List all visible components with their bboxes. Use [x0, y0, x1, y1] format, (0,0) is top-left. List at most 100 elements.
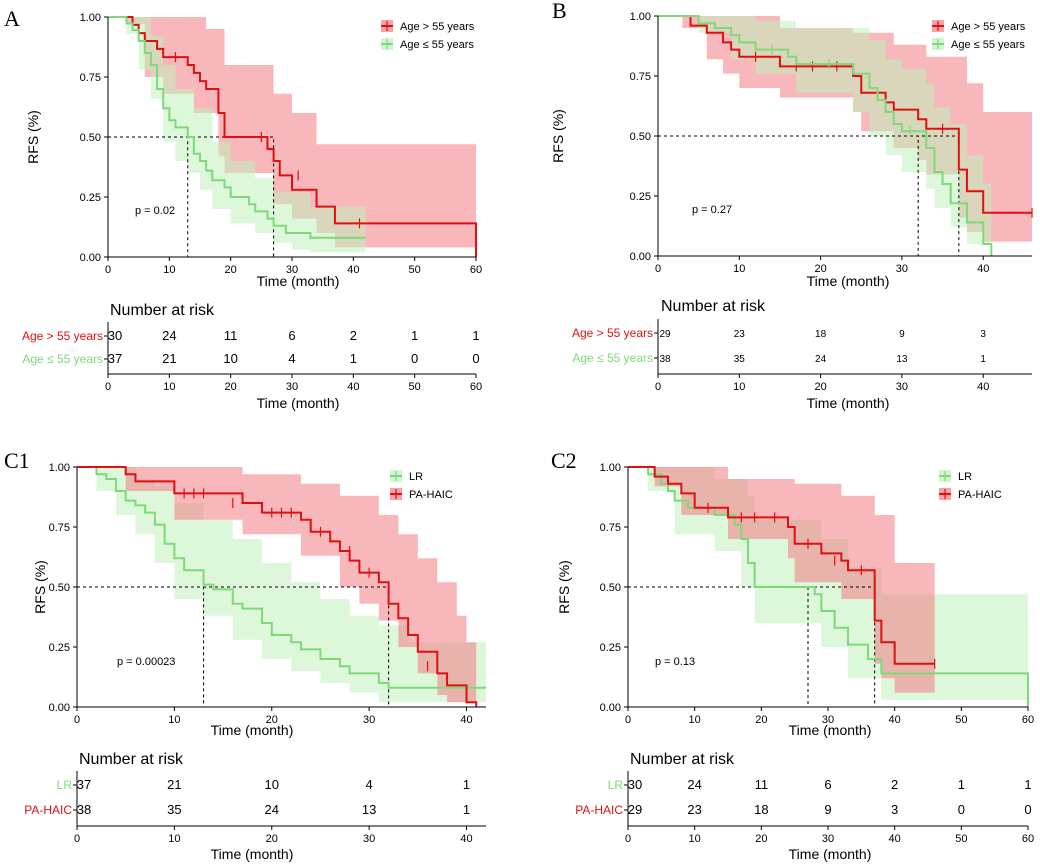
y-tick-label: 0.00: [630, 251, 651, 263]
x-tick-label: 40: [347, 264, 359, 276]
survival-curve-green: [658, 15, 993, 256]
risk-count: 23: [687, 802, 701, 817]
risk-count: 2: [350, 328, 357, 343]
x-tick-label: 40: [977, 263, 989, 275]
ci-band-a: [658, 16, 1032, 242]
risk-count: 1: [463, 777, 470, 792]
risk-table-axes: [76, 771, 486, 827]
x-tick-label: 30: [286, 264, 298, 276]
y-axis-label: RFS (%): [556, 560, 572, 614]
risk-count: 1: [411, 328, 418, 343]
risk-row-label: PA-HAIC: [575, 803, 623, 817]
risk-count: 9: [824, 802, 831, 817]
x-tick-label: 30: [822, 714, 834, 726]
y-tick-label: 0.75: [80, 72, 101, 84]
p-value: p = 0.00023: [117, 656, 175, 668]
risk-count: 3: [980, 329, 986, 340]
p-value: p = 0.13: [655, 656, 695, 668]
risk-x-tick-label: 20: [225, 381, 237, 393]
risk-count: 24: [815, 354, 827, 365]
risk-x-tick-label: 60: [470, 381, 482, 393]
x-tick-label: 60: [470, 264, 482, 276]
y-axis-label: RFS (%): [550, 109, 566, 163]
risk-row-label: Age ≤ 55 years: [572, 351, 653, 365]
x-tick-label: 30: [363, 714, 375, 726]
risk-row-label: PA-HAIC: [24, 803, 72, 817]
legend-label: Age > 55 years: [400, 21, 475, 33]
y-tick-label: 0.25: [49, 642, 70, 654]
x-axis-label: Time (month): [211, 722, 294, 738]
x-tick-label: 0: [74, 714, 80, 726]
risk-row-label: Age > 55 years: [572, 326, 653, 340]
median-guide-line: [77, 586, 205, 707]
risk-x-tick-label: 40: [347, 381, 359, 393]
risk-count: 0: [472, 351, 479, 366]
x-tick-label: 0: [625, 714, 631, 726]
survival-curve-green: [77, 466, 486, 689]
risk-count: 24: [162, 328, 176, 343]
x-axis-label: Time (month): [807, 273, 890, 289]
x-tick-label: 10: [163, 264, 175, 276]
ci-band-b: [108, 17, 366, 253]
risk-count: 23: [734, 329, 746, 340]
x-tick-label: 20: [755, 714, 767, 726]
x-tick-label: 60: [1022, 714, 1034, 726]
risk-count: 13: [896, 354, 908, 365]
risk-x-tick-label: 0: [74, 833, 80, 845]
median-guide-line: [658, 135, 919, 256]
risk-x-tick-label: 0: [625, 833, 631, 845]
risk-count: 29: [659, 329, 671, 340]
risk-count: 4: [288, 351, 295, 366]
risk-x-tick-label: 30: [896, 381, 908, 393]
y-tick-label: 0.25: [600, 642, 621, 654]
risk-count: 6: [288, 328, 295, 343]
risk-x-tick-label: 30: [286, 381, 298, 393]
risk-count: 0: [1024, 802, 1031, 817]
risk-row-label: LR: [608, 778, 624, 792]
risk-count: 38: [659, 354, 671, 365]
x-tick-label: 40: [460, 714, 472, 726]
risk-table-title: Number at risk: [79, 751, 184, 768]
y-tick-label: 0.25: [630, 191, 651, 203]
risk-count: 3: [891, 802, 898, 817]
x-tick-label: 10: [689, 714, 701, 726]
risk-count: 38: [77, 802, 91, 817]
risk-table-title: Number at risk: [661, 298, 766, 315]
x-tick-label: 50: [955, 714, 967, 726]
survival-curve-red: [658, 15, 1032, 214]
risk-x-tick-label: 40: [460, 833, 472, 845]
ci-band-a: [77, 467, 486, 703]
y-tick-label: 1.00: [630, 11, 651, 23]
risk-x-tick-label: 50: [955, 833, 967, 845]
risk-count: 11: [224, 328, 238, 343]
risk-count: 35: [167, 802, 181, 817]
risk-x-tick-label: 10: [163, 381, 175, 393]
risk-x-axis-label: Time (month): [211, 846, 294, 862]
ci-band-b: [658, 16, 992, 256]
legend-label: LR: [409, 471, 423, 483]
x-axis-label: Time (month): [789, 722, 872, 738]
y-tick-label: 0.50: [80, 132, 101, 144]
risk-x-tick-label: 0: [655, 381, 661, 393]
risk-table-axes: [657, 319, 1032, 375]
risk-x-tick-label: 10: [689, 833, 701, 845]
risk-x-tick-label: 30: [822, 833, 834, 845]
risk-count: 30: [108, 328, 122, 343]
risk-count: 1: [350, 351, 357, 366]
risk-count: 21: [162, 351, 176, 366]
y-tick-label: 0.50: [630, 131, 651, 143]
y-tick-label: 0.00: [49, 702, 70, 714]
legend-label: Age ≤ 55 years: [951, 39, 1025, 51]
x-tick-label: 20: [225, 264, 237, 276]
risk-count: 24: [687, 777, 701, 792]
x-tick-label: 0: [105, 264, 111, 276]
x-tick-label: 30: [896, 263, 908, 275]
risk-count: 6: [824, 777, 831, 792]
legend-label: PA-HAIC: [409, 489, 453, 501]
legend-label: Age ≤ 55 years: [400, 39, 474, 51]
risk-count: 10: [265, 777, 279, 792]
risk-x-tick-label: 0: [105, 381, 111, 393]
survival-curve-red: [108, 16, 477, 257]
